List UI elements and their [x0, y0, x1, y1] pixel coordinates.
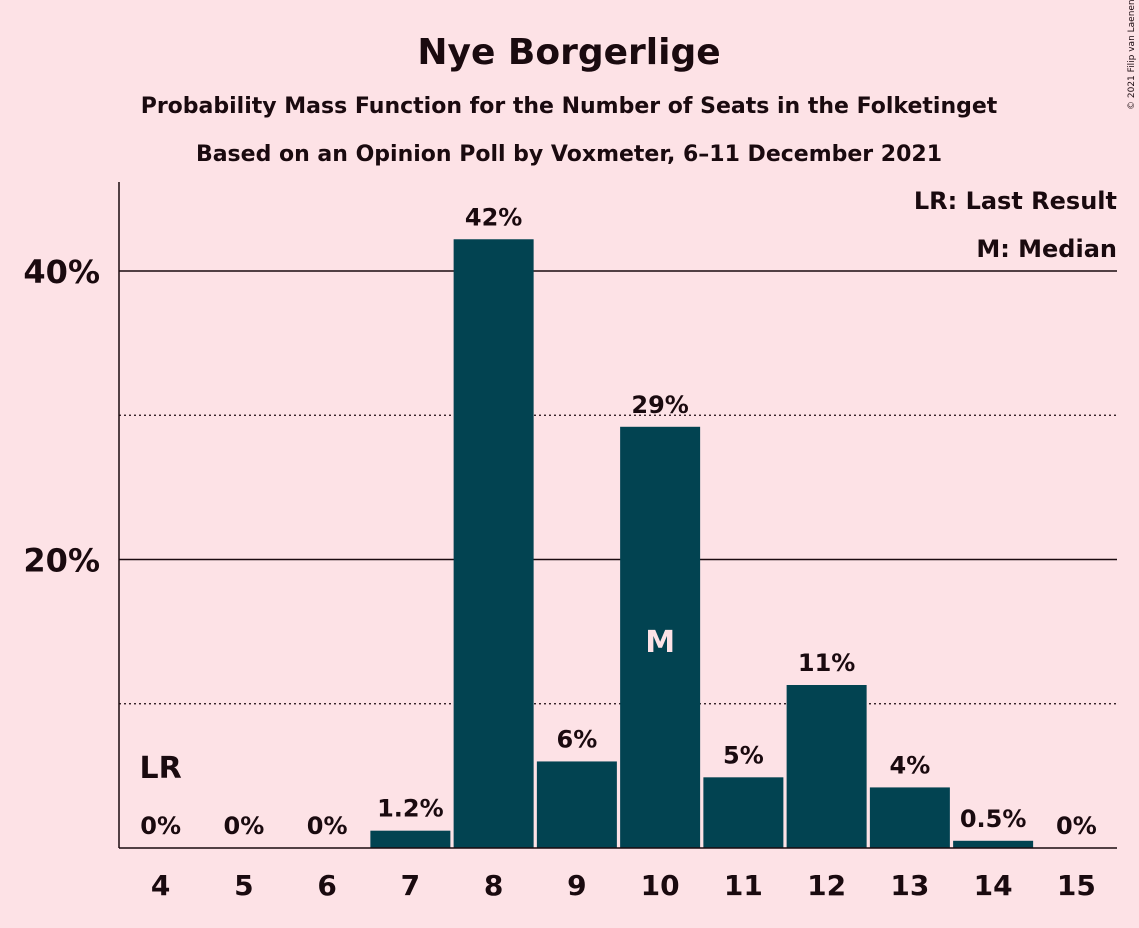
y-tick-label: 40% [23, 253, 100, 291]
gridlines [119, 270, 1117, 705]
data-label: 6% [557, 725, 598, 753]
data-label: 4% [890, 751, 931, 779]
bar [703, 777, 784, 848]
median-marker: M [645, 625, 675, 660]
data-label: 0% [224, 812, 265, 840]
data-labels: 0% LR 0% 0% 1.2% 42% 6% 29% M 5% 11% 4% 0.5% 0% [140, 203, 1097, 840]
data-label: 0% [307, 812, 348, 840]
x-tick-label: 5 [234, 869, 253, 902]
x-tick-label: 11 [724, 869, 763, 902]
bar [869, 787, 950, 848]
x-tick-label: 15 [1057, 869, 1096, 902]
x-tick-label: 7 [401, 869, 420, 902]
x-tick-label: 13 [890, 869, 929, 902]
data-label: 42% [465, 203, 522, 231]
copyright-notice: © 2021 Filip van Laenen [1127, 0, 1137, 110]
chart-subtitle: Probability Mass Function for the Number… [141, 94, 998, 119]
data-label: 1.2% [377, 795, 444, 823]
x-tick-label: 6 [317, 869, 336, 902]
legend: LR: Last Result M: Median [914, 187, 1117, 263]
y-tick-label: 20% [23, 542, 100, 580]
x-tick-label: 10 [641, 869, 680, 902]
bars [370, 239, 1034, 848]
data-label: 11% [798, 649, 855, 677]
bar [370, 830, 451, 848]
x-tick-label: 9 [567, 869, 586, 902]
last-result-marker: LR [140, 751, 182, 786]
data-label: 0% [1056, 812, 1097, 840]
chart-subtitle-source: Based on an Opinion Poll by Voxmeter, 6–… [196, 142, 942, 167]
data-label: 0.5% [960, 805, 1027, 833]
bar [453, 239, 534, 848]
axes: 20% 40% 4 5 6 7 8 9 10 11 12 13 14 15 [23, 182, 1117, 902]
data-label: 5% [723, 741, 764, 769]
data-label: 29% [631, 391, 688, 419]
bar [536, 761, 617, 848]
bar [620, 426, 701, 848]
x-tick-label: 12 [807, 869, 846, 902]
legend-median: M: Median [976, 235, 1117, 263]
bar [953, 840, 1034, 848]
x-tick-label: 14 [974, 869, 1013, 902]
chart-title: Nye Borgerlige [417, 32, 720, 73]
legend-last-result: LR: Last Result [914, 187, 1117, 215]
x-tick-label: 8 [484, 869, 503, 902]
x-tick-label: 4 [151, 869, 170, 902]
data-label: 0% [140, 812, 181, 840]
bar [786, 684, 867, 848]
